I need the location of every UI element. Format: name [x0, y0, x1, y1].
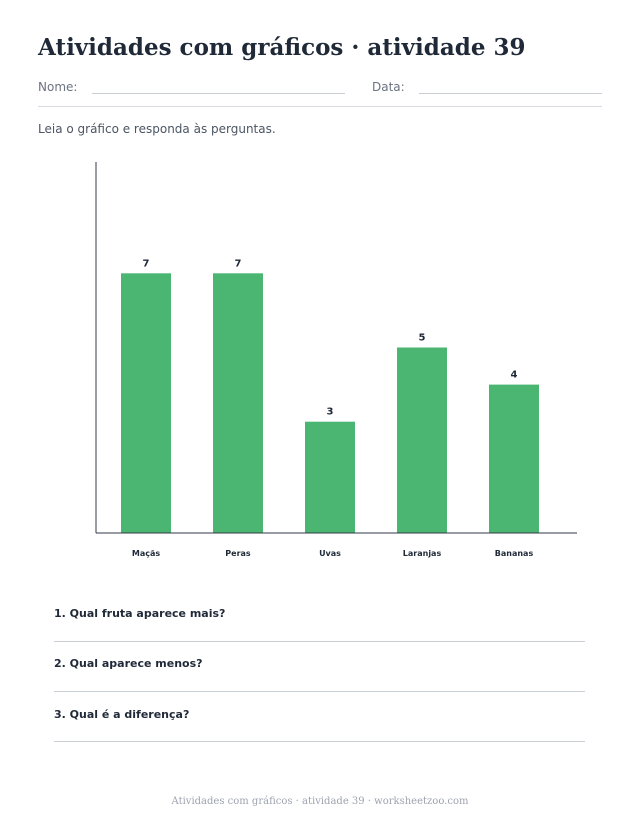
worksheet-title: Atividades com gráficos · atividade 39 [38, 34, 526, 61]
footer-text: Atividades com gráficos · atividade 39 ·… [171, 796, 469, 807]
bar-chart: 7 Maçãs 7 Peras 3 Uvas 5 Laranjas 4 Bananas [95, 162, 577, 558]
question-1: 1. Qual fruta aparece mais? [54, 607, 226, 620]
date-label: Data: [372, 80, 405, 94]
chart-bars [121, 273, 539, 533]
bar-3 [397, 347, 447, 533]
bar-value-label: 7 [143, 258, 150, 269]
answer-line-2[interactable] [54, 691, 585, 692]
question-3: 3. Qual é a diferença? [54, 708, 190, 721]
bar-value-label: 3 [327, 407, 334, 418]
category-label: Laranjas [403, 549, 442, 558]
category-label: Bananas [495, 549, 534, 558]
header-divider [38, 106, 602, 107]
category-label: Maçãs [132, 549, 161, 558]
bar-value-label: 7 [235, 258, 242, 269]
date-field[interactable] [419, 93, 602, 94]
bar-1 [213, 273, 263, 533]
answer-line-1[interactable] [54, 641, 585, 642]
bar-value-label: 4 [511, 370, 518, 381]
question-2: 2. Qual aparece menos? [54, 657, 203, 670]
chart-labels: 7 Maçãs 7 Peras 3 Uvas 5 Laranjas 4 Bananas [132, 258, 534, 558]
bar-0 [121, 273, 171, 533]
category-label: Peras [225, 549, 251, 558]
student-info-row: Nome: Data: [38, 80, 602, 100]
bar-4 [489, 384, 539, 533]
bar-value-label: 5 [419, 333, 426, 344]
answer-line-3[interactable] [54, 741, 585, 742]
name-label: Nome: [38, 80, 78, 94]
category-label: Uvas [319, 549, 341, 558]
bar-2 [305, 421, 355, 533]
name-field[interactable] [92, 93, 345, 94]
instructions-text: Leia o gráfico e responda às perguntas. [38, 122, 276, 136]
